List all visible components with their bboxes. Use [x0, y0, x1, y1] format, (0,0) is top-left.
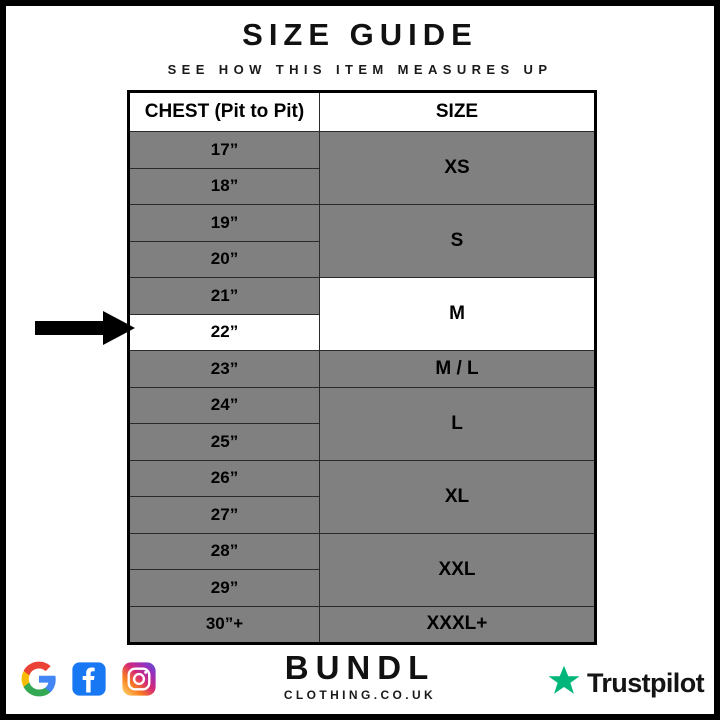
trustpilot-star-icon — [547, 664, 581, 703]
cell-size: S — [319, 204, 596, 278]
cell-chest: 24” — [128, 386, 320, 424]
right-arrow-icon — [35, 311, 135, 345]
google-icon[interactable] — [20, 660, 58, 698]
table-row: 17” XS — [128, 131, 596, 205]
table-row: 25” — [128, 423, 596, 461]
cell-chest: 18” — [128, 167, 320, 205]
footer: BUNDL CLOTHING.CO.UK Trustpilot — [6, 646, 714, 714]
table-row: 20” — [128, 240, 596, 278]
table-row: 28” XXL — [128, 532, 596, 607]
social-links — [20, 660, 158, 698]
trustpilot-wordmark: Trustpilot — [587, 668, 705, 698]
cell-size: M / L — [319, 350, 596, 388]
table-row: 23” M / L — [128, 350, 596, 388]
cell-size: XS — [319, 131, 596, 205]
cell-chest: 20” — [128, 240, 320, 278]
cell-size: XL — [319, 459, 596, 534]
table-row: 27” — [128, 496, 596, 534]
table-row: 26” XL — [128, 459, 596, 534]
column-header-size: SIZE — [319, 91, 596, 132]
cell-chest: 22” — [128, 313, 320, 351]
brand-name: BUNDL — [284, 649, 436, 686]
cell-chest: 28” — [128, 532, 320, 570]
cell-size: L — [319, 386, 596, 461]
table-row: 19” S — [128, 204, 596, 278]
page-title: SIZE GUIDE — [242, 17, 478, 52]
size-guide-table: CHEST (Pit to Pit) SIZE 17” XS 18” 19” S 20” 2… — [127, 90, 597, 645]
table-row: 24” L — [128, 386, 596, 461]
cell-chest: 25” — [128, 423, 320, 461]
cell-chest: 19” — [128, 204, 320, 242]
cell-chest: 17” — [128, 131, 320, 169]
table-row: 30”+ XXXL+ — [128, 605, 596, 644]
brand-logo: BUNDL CLOTHING.CO.UK — [6, 650, 714, 703]
table-body: 17” XS 18” 19” S 20” 21” M 22” 23” M / L 24” L 25” 26”… — [128, 131, 596, 644]
cell-chest: 23” — [128, 350, 320, 388]
header: SIZE GUIDE SEE HOW THIS ITEM MEASURES UP — [6, 18, 714, 78]
cell-chest: 26” — [128, 459, 320, 497]
cell-chest: 30”+ — [128, 605, 320, 644]
table-row: 18” — [128, 167, 596, 205]
table-header-row: CHEST (Pit to Pit) SIZE — [128, 91, 596, 132]
column-header-chest: CHEST (Pit to Pit) — [128, 91, 320, 132]
cell-size: XXXL+ — [319, 605, 596, 644]
table-row: 29” — [128, 569, 596, 607]
page-subtitle: SEE HOW THIS ITEM MEASURES UP — [167, 62, 553, 77]
cell-size: XXL — [319, 532, 596, 607]
facebook-icon[interactable] — [70, 660, 108, 698]
cell-chest: 29” — [128, 569, 320, 607]
trustpilot-logo[interactable]: Trustpilot — [547, 664, 705, 703]
cell-chest: 21” — [128, 277, 320, 315]
instagram-icon[interactable] — [120, 660, 158, 698]
cell-chest: 27” — [128, 496, 320, 534]
table-row: 21” M — [128, 277, 596, 351]
brand-domain: CLOTHING.CO.UK — [283, 688, 437, 702]
cell-size: M — [319, 277, 596, 351]
